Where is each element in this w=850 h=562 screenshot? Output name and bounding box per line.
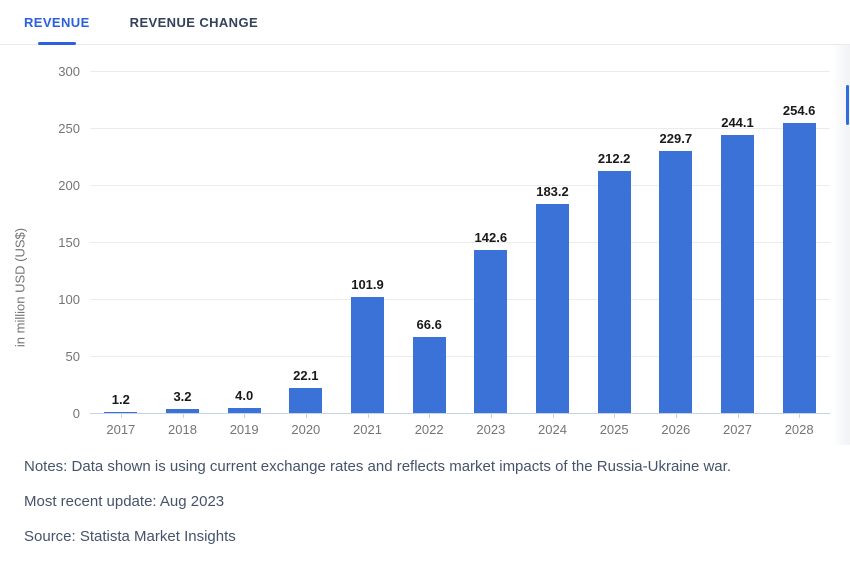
bar-value-label: 254.6	[782, 102, 816, 118]
chart-footer: Notes: Data shown is using current excha…	[0, 445, 850, 562]
x-axis-tick	[367, 413, 369, 418]
x-axis-label: 2025	[599, 422, 629, 437]
x-axis-label: 2020	[291, 422, 321, 437]
x-axis-label: 2021	[353, 422, 382, 437]
tab-revenue-change-label: REVENUE CHANGE	[129, 14, 259, 30]
bar-2022[interactable]	[412, 337, 446, 413]
x-axis-tick	[429, 413, 431, 418]
x-axis-label: 2019	[229, 422, 259, 437]
y-axis-tick-label: 300	[58, 64, 80, 79]
y-axis-title: in million USD (US$)	[12, 227, 28, 348]
x-axis-label: 2026	[661, 422, 691, 437]
active-tab-underline	[37, 42, 76, 45]
bar-value-label: 3.2	[173, 389, 192, 405]
chart-source: Source: Statista Market Insights	[24, 528, 236, 545]
x-axis-label: 2027	[723, 422, 752, 437]
bar-2026[interactable]	[659, 151, 693, 413]
scrollbar-thumb[interactable]	[846, 85, 849, 125]
gridline	[90, 299, 830, 300]
bar-value-label: 4.0	[235, 388, 254, 404]
x-axis-tick	[182, 413, 184, 418]
x-axis-label: 2018	[168, 422, 197, 437]
x-axis-baseline	[90, 413, 830, 414]
bar-chart: in million USD (US$) 0 50 100 150 200 250 300 1…	[0, 45, 850, 445]
y-axis-tick-label: 0	[72, 406, 80, 421]
x-axis-tick	[614, 413, 616, 418]
x-axis-label: 2017	[106, 422, 136, 437]
bar-2023[interactable]	[474, 250, 508, 413]
chart-notes: Notes: Data shown is using current excha…	[24, 458, 731, 475]
bar-2028[interactable]	[782, 122, 816, 413]
tab-revenue[interactable]: REVENUE	[24, 0, 90, 45]
bar-value-label: 244.1	[721, 114, 754, 130]
tab-revenue-label: REVENUE	[24, 14, 90, 30]
x-axis-tick	[552, 413, 554, 418]
bar-2025[interactable]	[597, 171, 631, 413]
bar-2017[interactable]	[104, 411, 138, 413]
gridline	[90, 356, 830, 357]
bar-value-label: 22.1	[293, 367, 319, 383]
bar-value-label: 101.9	[351, 276, 384, 292]
y-axis-tick-label: 250	[58, 121, 80, 136]
x-axis-label: 2023	[476, 422, 506, 437]
gridline	[90, 242, 830, 243]
x-axis-tick	[675, 413, 677, 418]
x-axis-tick	[490, 413, 492, 418]
y-axis-tick-label: 200	[58, 178, 80, 193]
bar-2021[interactable]	[351, 296, 384, 413]
gridline	[90, 185, 830, 186]
plot-area: 0 50 100 150 200 250 300 1.2 2017 3.2 2018 4.0 2019 2…	[58, 65, 830, 437]
bar-2024[interactable]	[536, 204, 569, 413]
gridline	[90, 128, 830, 129]
x-axis-tick	[799, 413, 801, 418]
bar-value-label: 142.6	[474, 230, 508, 246]
x-axis-tick	[305, 413, 307, 418]
y-axis-tick-label: 150	[58, 235, 80, 250]
x-axis-label: 2022	[414, 422, 444, 437]
x-axis-tick	[120, 413, 122, 418]
gridline	[90, 71, 830, 72]
bar-value-label: 212.2	[597, 151, 631, 167]
bar-value-label: 1.2	[111, 391, 130, 407]
bar-2020[interactable]	[289, 387, 323, 413]
bar-value-label: 66.6	[416, 317, 442, 333]
bar-2018[interactable]	[166, 409, 199, 413]
x-axis-label: 2028	[784, 422, 814, 437]
x-axis-tick	[737, 413, 739, 418]
y-axis-tick-label: 50	[65, 349, 80, 364]
tab-revenue-change[interactable]: REVENUE CHANGE	[130, 0, 258, 44]
bar-value-label: 229.7	[659, 131, 693, 147]
x-axis-label: 2024	[538, 422, 567, 437]
tab-bar: REVENUE REVENUE CHANGE	[0, 0, 850, 45]
chart-update-date: Most recent update: Aug 2023	[24, 493, 225, 510]
bar-2019[interactable]	[227, 408, 261, 413]
bar-2027[interactable]	[721, 134, 754, 413]
bar-value-label: 183.2	[536, 184, 569, 200]
y-axis-tick-label: 100	[58, 292, 80, 307]
x-axis-tick	[244, 413, 246, 418]
